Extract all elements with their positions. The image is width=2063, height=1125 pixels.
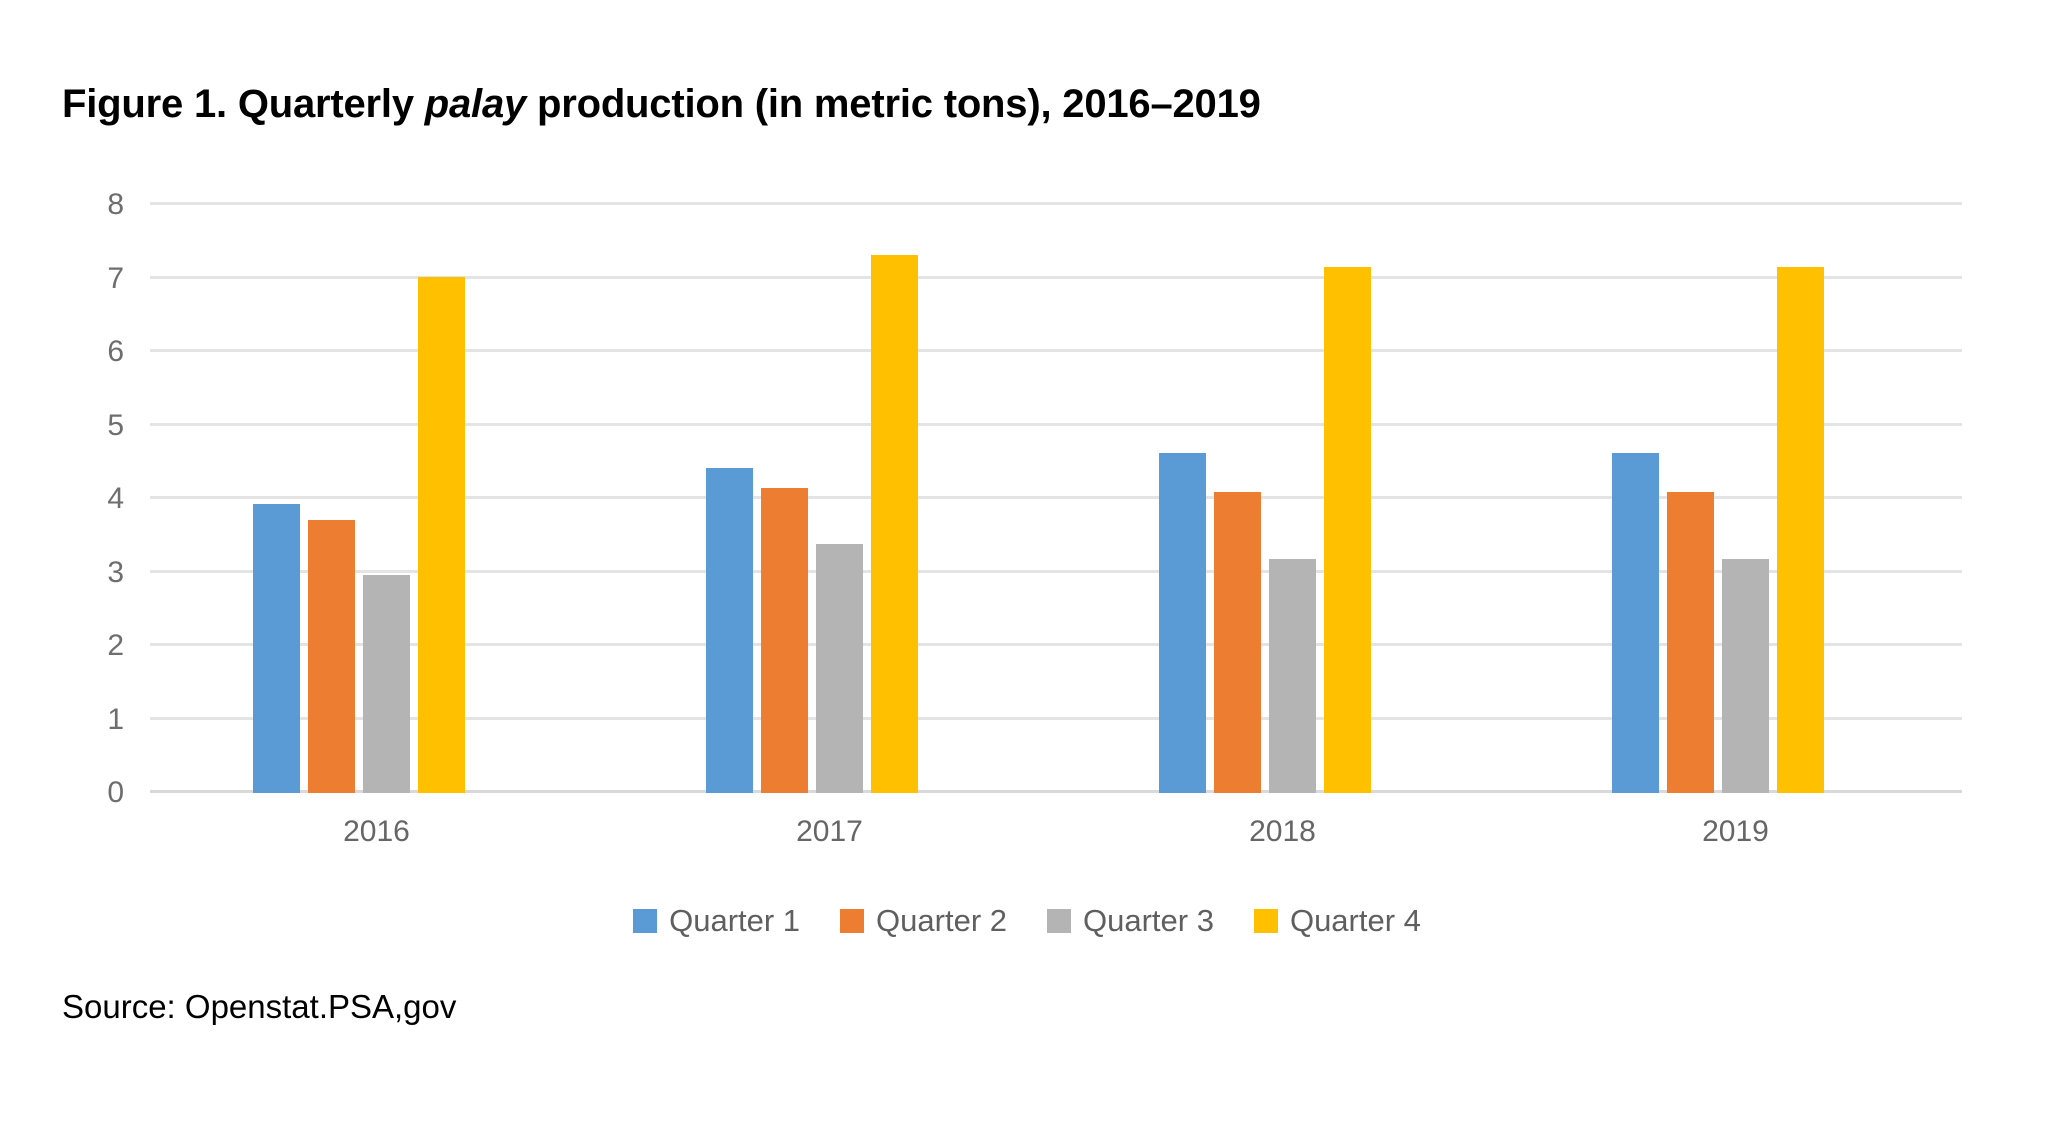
gridline bbox=[150, 422, 1962, 426]
legend-label: Quarter 3 bbox=[1083, 903, 1214, 938]
bar[interactable] bbox=[307, 519, 355, 793]
y-axis-tick-label: 1 bbox=[107, 702, 124, 736]
bar[interactable] bbox=[1158, 453, 1206, 793]
page-title: Figure 1. Quarterly palay production (in… bbox=[62, 82, 1261, 127]
gridline bbox=[150, 790, 1962, 793]
x-axis-tick-label: 2018 bbox=[1249, 815, 1316, 848]
legend-label: Quarter 4 bbox=[1289, 903, 1421, 938]
legend-swatch-icon bbox=[1047, 909, 1071, 933]
legend-item[interactable]: Quarter 4 bbox=[1253, 903, 1421, 939]
bar[interactable] bbox=[362, 574, 410, 793]
y-axis-tick-label: 8 bbox=[107, 188, 124, 221]
bar[interactable] bbox=[760, 487, 808, 793]
gridline bbox=[150, 569, 1962, 573]
plot-area bbox=[150, 202, 1962, 793]
chart-legend: Quarter 1 Quarter 2 Quarter 3 Quarter 4 bbox=[62, 903, 1992, 939]
bar[interactable] bbox=[1611, 453, 1659, 793]
bar-group bbox=[603, 205, 1056, 793]
bar-group bbox=[150, 205, 603, 793]
legend-label: Quarter 2 bbox=[876, 903, 1007, 938]
y-axis-tick-label: 7 bbox=[107, 261, 124, 295]
legend-label: Quarter 1 bbox=[669, 903, 801, 938]
title-suffix: production (in metric tons), 2016–2019 bbox=[526, 82, 1261, 126]
bar[interactable] bbox=[1776, 266, 1824, 793]
bars-layer bbox=[150, 205, 1962, 793]
bar[interactable] bbox=[1213, 492, 1261, 793]
bar[interactable] bbox=[1666, 492, 1714, 793]
bar-chart: 0 1 2 3 4 5 6 7 8 2016 2017 2018 2019 bbox=[62, 180, 1992, 848]
bar[interactable] bbox=[417, 277, 465, 793]
bar[interactable] bbox=[252, 504, 300, 793]
bar-group bbox=[1509, 205, 1962, 793]
gridline bbox=[150, 275, 1962, 279]
legend-swatch-icon bbox=[633, 909, 658, 933]
title-italic-word: palay bbox=[424, 82, 527, 126]
legend-item[interactable]: Quarter 3 bbox=[1047, 903, 1214, 939]
x-axis-tick-label: 2019 bbox=[1702, 815, 1769, 848]
y-axis-tick-label: 5 bbox=[107, 408, 124, 442]
y-axis-tick-label: 2 bbox=[107, 629, 124, 662]
gridline bbox=[150, 716, 1962, 720]
y-axis-tick-label: 3 bbox=[107, 555, 124, 589]
gridline bbox=[150, 496, 1962, 499]
bar[interactable] bbox=[1323, 266, 1371, 793]
legend-swatch-icon bbox=[1253, 909, 1278, 933]
gridline bbox=[150, 643, 1962, 646]
x-axis-tick-label: 2016 bbox=[343, 815, 410, 848]
legend-item[interactable]: Quarter 1 bbox=[633, 903, 800, 939]
bar-group bbox=[1056, 205, 1509, 793]
gridline bbox=[150, 202, 1962, 205]
bar[interactable] bbox=[815, 543, 863, 793]
y-axis-tick-label: 6 bbox=[107, 335, 124, 368]
legend-swatch-icon bbox=[840, 909, 865, 933]
bar[interactable] bbox=[705, 468, 753, 793]
y-axis-tick-label: 0 bbox=[107, 776, 124, 809]
bar[interactable] bbox=[1721, 558, 1769, 793]
bar[interactable] bbox=[870, 254, 918, 793]
bar[interactable] bbox=[1268, 558, 1316, 793]
title-prefix: Figure 1. Quarterly bbox=[62, 82, 425, 126]
gridline bbox=[150, 349, 1962, 352]
x-axis-tick-label: 2017 bbox=[796, 815, 863, 848]
legend-item[interactable]: Quarter 2 bbox=[840, 903, 1007, 939]
source-note: Source: Openstat.PSA,gov bbox=[62, 988, 457, 1025]
y-axis-tick-label: 4 bbox=[107, 482, 124, 515]
